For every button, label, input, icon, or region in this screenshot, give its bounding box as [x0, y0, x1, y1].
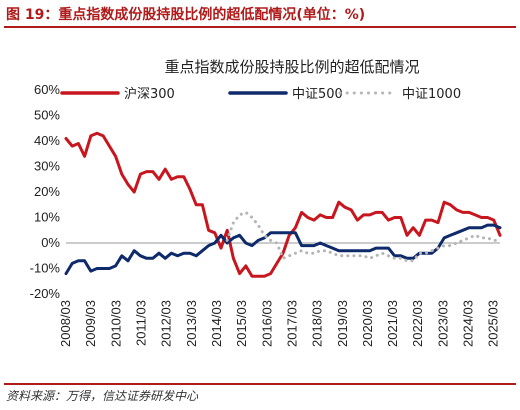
chart-legend: 沪深300 中证500 中证1000 — [60, 86, 461, 102]
plot-area — [64, 131, 502, 278]
legend-label-1: 沪深300 — [124, 86, 175, 102]
x-tick-label: 2014/03 — [209, 300, 224, 347]
footer-rule — [4, 383, 516, 385]
x-tick-label: 2012/03 — [159, 300, 174, 347]
x-tick-label: 2015/03 — [234, 300, 249, 347]
x-tick-label: 2022/03 — [410, 300, 425, 347]
y-tick-label: -20% — [30, 286, 61, 301]
x-tick-label: 2010/03 — [108, 300, 123, 347]
x-tick-label: 2017/03 — [284, 300, 299, 347]
x-tick-label: 2008/03 — [58, 300, 73, 347]
x-tick-label: 2009/03 — [83, 300, 98, 347]
title-rule — [4, 26, 516, 28]
legend-label-2: 中证500 — [292, 87, 343, 102]
x-tick-label: 2023/03 — [435, 300, 450, 347]
y-tick-label: 50% — [34, 108, 60, 123]
y-tick-label: 30% — [34, 159, 60, 174]
y-tick-label: 60% — [34, 82, 60, 97]
x-tick-label: 2013/03 — [184, 300, 199, 347]
source-note: 资料来源：万得，信达证券研发中心 — [6, 389, 199, 403]
y-axis: 60% 50% 40% 30% 20% 10% 0% -10% -20% — [30, 82, 500, 301]
x-tick-label: 2025/03 — [486, 300, 501, 347]
x-tick-label: 2024/03 — [461, 300, 476, 347]
legend-label-3: 中证1000 — [402, 87, 461, 102]
series-line-3 — [225, 210, 502, 263]
figure-title: 图 19：重点指数成份股持股比例的超低配情况(单位：%) — [6, 7, 366, 23]
x-axis: 2008/03 2009/03 2010/03 2011/03 2012/03 2013/… — [58, 300, 501, 347]
y-tick-label: 10% — [34, 210, 60, 225]
x-tick-label: 2020/03 — [360, 300, 375, 347]
x-tick-label: 2019/03 — [335, 300, 350, 347]
y-tick-label: 40% — [34, 133, 60, 148]
x-tick-label: 2016/03 — [259, 300, 274, 347]
x-tick-label: 2018/03 — [310, 300, 325, 347]
x-tick-label: 2011/03 — [133, 300, 148, 346]
chart-title: 重点指数成份股持股比例的超低配情况 — [164, 58, 419, 76]
y-tick-label: -10% — [30, 261, 61, 276]
x-tick-label: 2021/03 — [385, 300, 400, 347]
y-tick-label: 0% — [41, 235, 60, 250]
y-tick-label: 20% — [34, 184, 60, 199]
line-chart: 重点指数成份股持股比例的超低配情况 沪深300 中证500 中证1000 60% 50… — [30, 58, 502, 347]
series-line-1 — [64, 131, 502, 278]
